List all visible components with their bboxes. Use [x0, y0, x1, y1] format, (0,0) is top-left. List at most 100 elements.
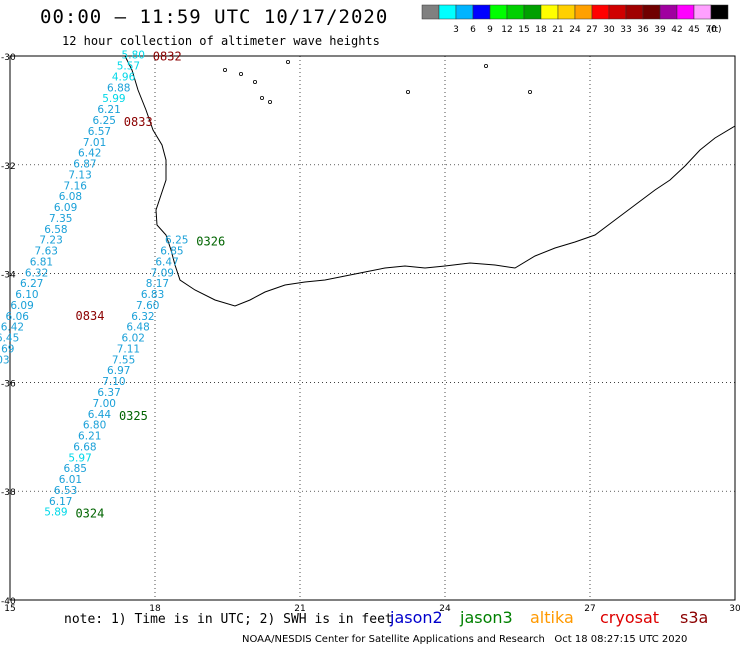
swh-value: 7.60 — [136, 300, 159, 312]
legend-swatch — [506, 4, 525, 20]
pass-time-label: 0834 — [76, 309, 105, 323]
swh-value: 6.02 — [122, 333, 145, 345]
legend-swatch — [489, 4, 508, 20]
swh-value: 6.68 — [73, 441, 96, 453]
swh-value: 6.08 — [59, 191, 82, 203]
satellite-name-jason3: jason3 — [460, 608, 513, 627]
legend-label: 30 — [603, 25, 615, 35]
island-outline — [528, 90, 533, 95]
credit-org: NOAA/NESDIS Center for Satellite Applica… — [242, 634, 545, 645]
swh-value: 7.11 — [117, 343, 140, 355]
swh-value: 6.44 — [88, 409, 112, 421]
lat-tick-label: -38 — [1, 488, 16, 498]
island-outline — [285, 60, 290, 65]
swh-value: 7.13 — [68, 169, 91, 181]
legend-swatch — [608, 4, 627, 20]
lat-tick-label: -32 — [1, 162, 16, 172]
swh-value: 7.63 — [35, 246, 58, 258]
legend-label: 33 — [620, 25, 631, 35]
satellite-name-altika: altika — [530, 608, 574, 627]
swh-value: 7.23 — [39, 235, 62, 247]
coastline-path — [124, 55, 736, 307]
swh-value: 7.16 — [64, 180, 88, 192]
swh-value: 8.17 — [146, 278, 169, 290]
island-outline — [222, 68, 227, 73]
axis-tick-labels: 15 18 21 24 27 30 -30 -32 -34 -36 -38 -40 — [1, 53, 740, 614]
map-frame — [9, 55, 736, 601]
map-subtitle: 12 hour collection of altimeter wave hei… — [62, 34, 380, 48]
legend-label: 6 — [470, 25, 476, 35]
swh-value: 6.27 — [20, 278, 43, 290]
pass-time-label: 0832 — [153, 50, 182, 64]
legend-swatch — [591, 4, 610, 20]
altimeter-tracks: 5.805.574.966.885.996.216.256.577.016.42… — [0, 50, 225, 521]
swh-value: 6.42 — [1, 322, 24, 334]
legend-swatch — [421, 4, 440, 20]
swh-value: 6.25 — [165, 235, 188, 247]
swh-value: 6.25 — [93, 115, 116, 127]
legend-label: 15 — [518, 25, 529, 35]
lat-tick-label: -36 — [1, 379, 16, 389]
swh-value: 6.03 — [0, 354, 10, 366]
swh-value: 6.57 — [88, 126, 111, 138]
legend-label: 3 — [453, 25, 459, 35]
legend-swatch — [438, 4, 457, 20]
swh-value: 5.80 — [122, 50, 145, 62]
swh-value: 6.37 — [97, 387, 120, 399]
lon-tick-label: 15 — [4, 604, 15, 614]
legend-swatch — [625, 4, 644, 20]
legend-label: 45 — [688, 25, 699, 35]
swh-value: 6.32 — [131, 311, 154, 323]
lon-tick-label: 24 — [439, 604, 451, 614]
map-border — [9, 55, 736, 601]
lon-tick-label: 21 — [294, 604, 305, 614]
lon-tick-label: 30 — [729, 604, 740, 614]
island-outline — [405, 90, 410, 95]
swh-value: 7.55 — [112, 354, 135, 366]
legend-swatch — [642, 4, 661, 20]
color-legend: 3 6 9 12 15 18 21 24 27 30 33 36 39 42 45 70(ft) — [421, 4, 729, 35]
swh-value: 6.85 — [64, 463, 87, 475]
legend-unit: (ft) — [708, 25, 722, 35]
pass-time-label: 0833 — [124, 115, 153, 129]
swh-value: 6.81 — [30, 256, 53, 268]
coastline — [124, 55, 736, 307]
swh-value: 6.53 — [54, 485, 77, 497]
swh-value: 5.97 — [68, 452, 91, 464]
swh-value: 6.45 — [0, 333, 19, 345]
legend-label: 21 — [552, 25, 563, 35]
swh-value: 5.99 — [102, 93, 125, 105]
legend-label: 12 — [501, 25, 512, 35]
lat-tick-label: -30 — [1, 53, 16, 63]
swh-value: 6.21 — [78, 431, 101, 443]
legend-label: 39 — [654, 25, 666, 35]
swh-value: 6.97 — [107, 365, 130, 377]
legend-swatch — [710, 4, 729, 20]
swh-value: 5.57 — [117, 61, 140, 73]
swh-value: 6.21 — [97, 104, 120, 116]
swh-value: 7.10 — [102, 376, 125, 388]
grid-lines — [10, 56, 735, 600]
swh-value: 7.09 — [151, 267, 174, 279]
swh-value: 6.48 — [126, 322, 149, 334]
pass-time-label: 0325 — [119, 409, 148, 423]
legend-swatch — [472, 4, 491, 20]
swh-value: 6.85 — [160, 246, 183, 258]
credit-line: NOAA/NESDIS Center for Satellite Applica… — [242, 634, 687, 645]
legend-swatch — [455, 4, 474, 20]
legend-label: 42 — [671, 25, 682, 35]
satellite-name-s3a: s3a — [680, 608, 709, 627]
lat-tick-label: -34 — [1, 271, 16, 281]
legend-swatch — [659, 4, 678, 20]
swh-value: 6.09 — [10, 300, 33, 312]
pass-time-label: 0324 — [75, 507, 104, 521]
swh-value: 6.01 — [59, 474, 82, 486]
swh-value: 6.88 — [107, 82, 130, 94]
swh-value: 6.87 — [73, 159, 96, 171]
swh-value: 6.10 — [15, 289, 38, 301]
island-outline — [252, 80, 257, 85]
swh-value: 7.00 — [93, 398, 116, 410]
swh-value: 6.83 — [141, 289, 164, 301]
legend-label: 36 — [637, 25, 649, 35]
